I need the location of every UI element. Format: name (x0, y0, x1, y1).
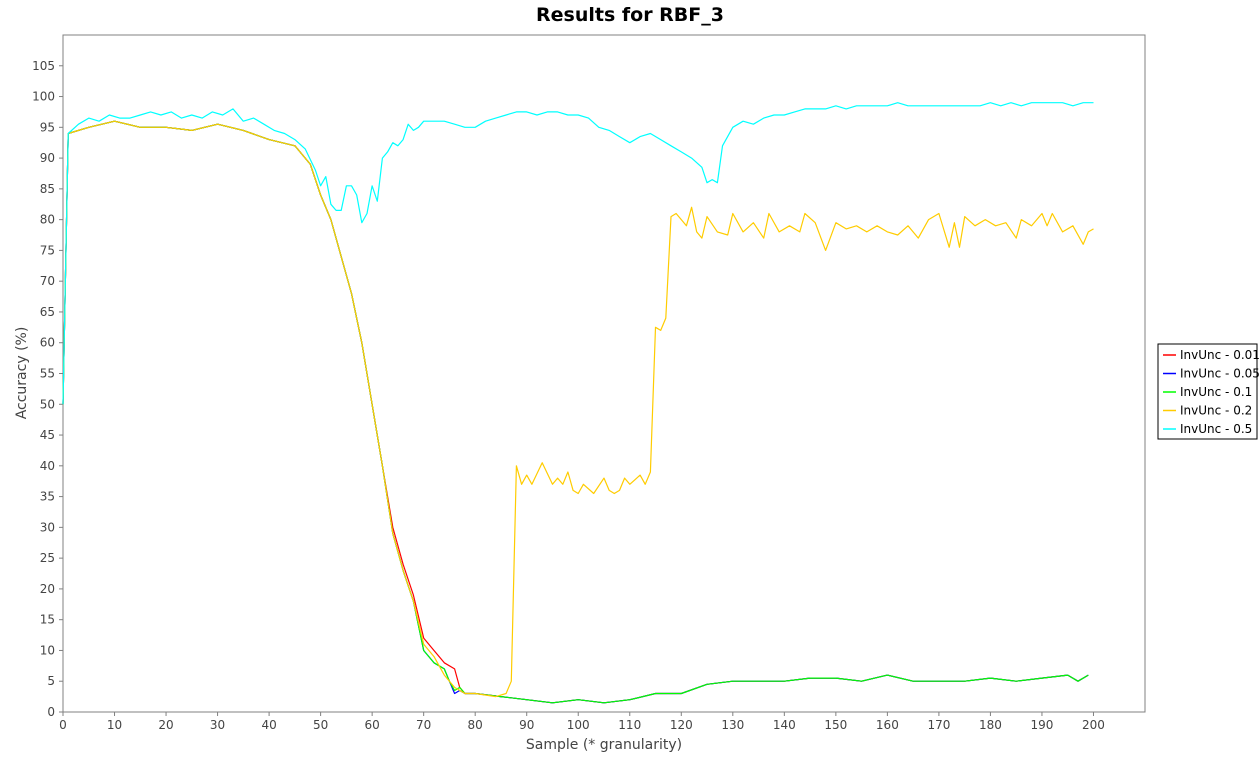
x-tick-label: 110 (618, 718, 641, 732)
x-tick-label: 140 (773, 718, 796, 732)
legend-label: InvUnc - 0.01 (1180, 348, 1260, 362)
chart-title: Results for RBF_3 (536, 4, 724, 26)
y-tick-label: 70 (40, 274, 55, 288)
y-tick-label: 25 (40, 551, 55, 565)
y-tick-label: 90 (40, 151, 55, 165)
legend: InvUnc - 0.01 InvUnc - 0.05 InvUnc - 0.1 In… (1157, 343, 1260, 440)
x-axis-ticks: 0 10 20 30 40 50 60 70 80 90 100 110 120 130 140 150 160… (59, 712, 1105, 732)
y-tick-label: 65 (40, 305, 55, 319)
series-line-invunc-0-2 (62, 120, 1094, 698)
y-tick-label: 95 (40, 120, 55, 134)
x-tick-label: 190 (1030, 718, 1053, 732)
y-tick-label: 60 (40, 336, 55, 350)
y-tick-label: 105 (32, 59, 55, 73)
legend-label: InvUnc - 0.5 (1180, 422, 1252, 436)
y-tick-label: 85 (40, 182, 55, 196)
y-tick-label: 80 (40, 213, 55, 227)
x-tick-label: 150 (824, 718, 847, 732)
y-tick-label: 20 (40, 582, 55, 596)
x-axis-title: Sample (* granularity) (526, 737, 682, 753)
y-tick-label: 10 (40, 643, 55, 657)
x-tick-label: 30 (210, 718, 225, 732)
y-axis-title: Accuracy (%) (14, 327, 30, 420)
y-tick-label: 15 (40, 613, 55, 627)
plot-area (62, 34, 1146, 713)
y-tick-label: 30 (40, 520, 55, 534)
y-tick-label: 55 (40, 367, 55, 381)
x-tick-label: 120 (670, 718, 693, 732)
x-tick-label: 20 (158, 718, 173, 732)
y-tick-label: 45 (40, 428, 55, 442)
legend-label: InvUnc - 0.2 (1180, 404, 1252, 418)
x-tick-label: 180 (979, 718, 1002, 732)
x-tick-label: 60 (365, 718, 380, 732)
x-tick-label: 100 (567, 718, 590, 732)
y-tick-label: 40 (40, 459, 55, 473)
y-tick-label: 35 (40, 490, 55, 504)
y-tick-label: 75 (40, 243, 55, 257)
x-tick-label: 160 (876, 718, 899, 732)
x-tick-label: 130 (721, 718, 744, 732)
legend-label: InvUnc - 0.1 (1180, 385, 1252, 399)
y-tick-label: 50 (40, 397, 55, 411)
series-layer (62, 102, 1094, 704)
x-tick-label: 70 (416, 718, 431, 732)
legend-label: InvUnc - 0.05 (1180, 367, 1260, 381)
y-tick-label: 100 (32, 90, 55, 104)
y-tick-label: 0 (47, 705, 55, 719)
series-line-invunc-0-5 (62, 102, 1094, 405)
x-tick-label: 40 (261, 718, 276, 732)
x-tick-label: 200 (1082, 718, 1105, 732)
x-tick-label: 170 (927, 718, 950, 732)
y-axis-ticks: 0 5 10 15 20 25 30 35 40 45 50 55 60 65 70 75 80 85 90 95 10… (32, 59, 63, 719)
x-tick-label: 80 (468, 718, 483, 732)
x-tick-label: 90 (519, 718, 534, 732)
y-tick-label: 5 (47, 674, 55, 688)
x-tick-label: 50 (313, 718, 328, 732)
x-tick-label: 10 (107, 718, 122, 732)
x-tick-label: 0 (59, 718, 67, 732)
